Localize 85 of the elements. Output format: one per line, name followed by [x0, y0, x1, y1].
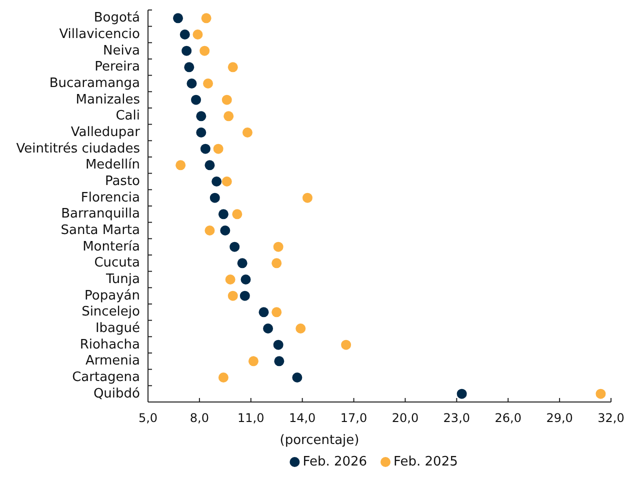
y-tick-label: Valledupar [70, 125, 141, 140]
y-tick-label: Bucaramanga [49, 76, 140, 92]
point [204, 160, 215, 170]
y-tick-label: Medellín [85, 158, 140, 173]
point [240, 274, 251, 284]
point [222, 94, 232, 105]
point [200, 46, 210, 56]
point [242, 128, 252, 138]
y-tick-label: Santa Marta [60, 223, 140, 238]
x-tick-label: 11,0 [238, 411, 264, 425]
point [225, 274, 236, 284]
point [218, 372, 228, 382]
x-tick-label: 32,0 [598, 411, 624, 425]
point [274, 356, 284, 366]
y-tick-label: Ibagué [95, 321, 140, 336]
y-tick-label: Cartagena [72, 370, 140, 386]
point [196, 128, 206, 138]
point [203, 78, 214, 88]
point [341, 340, 352, 350]
x-tick-label: 29,0 [546, 411, 573, 425]
x-tick-label: 26,0 [494, 411, 522, 425]
point [213, 144, 224, 154]
point [204, 226, 215, 236]
point [232, 209, 242, 220]
y-tick-label: Bogotá [94, 10, 140, 26]
legend-label: Feb. 2026 [302, 454, 368, 470]
point [180, 30, 190, 40]
point [220, 226, 230, 236]
point [228, 290, 238, 301]
point [263, 324, 274, 334]
point [184, 62, 194, 72]
point [176, 160, 186, 170]
point [218, 209, 228, 220]
y-tick-label: Neiva [103, 43, 140, 58]
x-tick-label: 20,0 [392, 411, 419, 425]
y-tick-label: Riohacha [80, 337, 140, 352]
y-tick-label: Florencia [80, 190, 140, 206]
x-tick-label: 5,0 [138, 411, 158, 425]
y-tick-label: Cali [116, 108, 140, 124]
point [272, 307, 282, 318]
point [296, 324, 306, 334]
point [456, 388, 467, 399]
point [182, 46, 192, 56]
y-tick-label: Armenia [86, 354, 140, 369]
y-tick-label: Barranquilla [61, 206, 140, 222]
point [272, 258, 282, 268]
point [596, 388, 606, 399]
point [230, 242, 240, 252]
point [192, 30, 203, 40]
y-tick-label: Villavicencio [59, 27, 140, 42]
y-tick-label: Montería [82, 239, 140, 254]
point [210, 192, 220, 203]
point [292, 372, 302, 382]
x-tick-label: 17,0 [340, 411, 368, 425]
y-tick-label: Manizales [76, 92, 140, 108]
point [228, 62, 238, 72]
point [273, 242, 284, 252]
y-tick-label: Pereira [94, 60, 140, 75]
x-axis-title: (porcentaje) [280, 433, 360, 448]
point [237, 258, 248, 268]
y-tick-label: Tunja [104, 272, 140, 288]
point [273, 340, 284, 350]
x-tick-label: 14,0 [288, 411, 316, 425]
y-tick-label: Cucuta [94, 256, 140, 271]
y-tick-label: Pasto [104, 174, 140, 190]
y-tick-label: Quibdó [93, 386, 140, 402]
legend-label: Feb. 2025 [394, 454, 458, 470]
x-tick-label: 8,0 [190, 411, 209, 425]
point [222, 176, 232, 186]
y-tick-label: Sincelejo [82, 304, 140, 320]
point [302, 192, 312, 203]
point [248, 356, 258, 366]
y-tick-label: Veintitrés ciudades [16, 141, 140, 156]
point [212, 176, 222, 186]
point [191, 94, 202, 105]
y-tick-label: Popayán [84, 288, 140, 304]
point [240, 290, 250, 301]
point [173, 13, 184, 24]
point [186, 78, 197, 88]
point [258, 307, 269, 318]
point [196, 111, 206, 122]
point [201, 13, 212, 24]
point [224, 111, 234, 122]
point [200, 144, 210, 154]
x-tick-label: 23,0 [443, 411, 470, 425]
